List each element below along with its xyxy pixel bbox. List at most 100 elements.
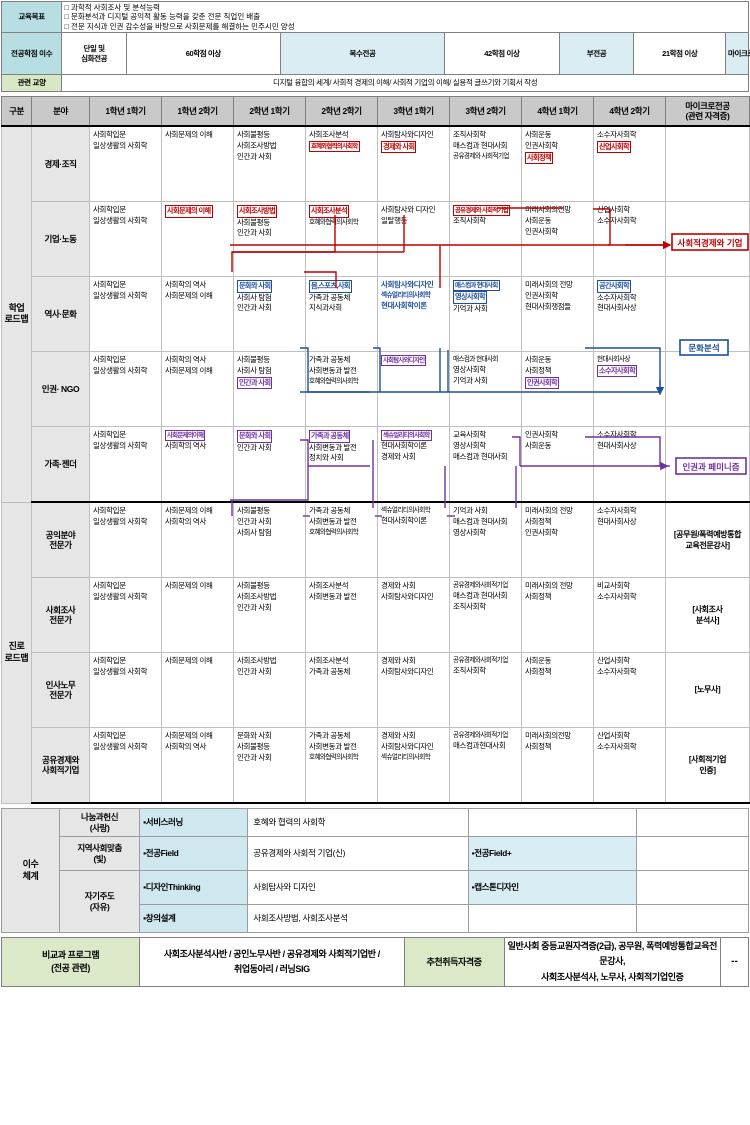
cell-s4-c0: 사회학입문 일상생활의 사회학 [89,426,162,504]
credit-type-single: 단일 및 심화전공 [61,32,127,76]
highlight-token: 공간사회학 [597,280,632,293]
certificate-hr-labor: [노무사] [665,652,750,729]
cell-r1-c3: 사회조사분석 사회변동과 발전 [305,577,378,654]
cell-s2-c6: 미래사회의 전망 인권사회학 현대사회쟁점들 [521,276,594,353]
cell-s1-c5: 공유경제와 사회적기업 조직사회학 [449,201,522,278]
isu-tag-major-field: ▪전공Field [139,836,249,872]
table-row: 진로 로드맵 공익분야 전문가 사회학입문 일상생활의 사회학 사회문제의 이해 사… [1,501,750,804]
career-label-hr-labor: 인사노무 전문가 [31,652,90,729]
highlight-token: 사회문제의 이해 [165,205,213,218]
cell-s2-c2: 문화와 사회 사회사 탐험 인간과 사회 [233,276,306,353]
table-row: 가족·젠더 사회학입문 일상생활의 사회학 사회문제의이해 사회학의 역사 문화와 … [2,426,750,504]
cell-r1-c4: 경제와 사회 사회탐사와디자인 [377,577,450,654]
cell-s3-c1: 사회학의 역사 사회문제의 이해 [161,351,234,428]
field-label-humanrights-ngo: 인권· NGO [31,351,90,428]
highlight-token: 영상사회학 [453,291,488,304]
completion-system-label: 이수 체계 [0,808,61,934]
isu-sub-local-community: 지역사회맞춤 (빛) [59,836,141,872]
cell-r0-c0: 사회학입문 일상생활의 사회학 [89,501,162,579]
education-goal-3: □ 전문 지식과 인권 감수성을 바탕으로 사회문제를 해결하는 민주시민 양성 [64,21,295,31]
cell-s1-c2: 사회조사방법 사회불평등 인간과 사회 [233,201,306,278]
cell-s0-c5: 조직사회학 매스컴과 현대사회 공유경제와 사회적기업 [449,125,522,203]
cell-s0-c7: 소수자사회학 산업사회학 [593,125,666,203]
cell-r1-c5: 공유경제와사회적기업 매스컴과 현대사회 조직사회학 [449,577,522,654]
cell-s0-c6: 사회운동 인권사회학 사회정책 [521,125,594,203]
completion-system-table: 이수 체계 나눔과헌신 (사랑) ▪서비스러닝 호혜와 협력의 사회학 지역사회… [0,808,750,934]
table-row: 지역사회맞춤 (빛) ▪전공Field 공유경제와 사회적 기업(신) ▪전공F… [2,836,750,872]
cell-s0-c1: 사회문제의 이해 [161,125,234,203]
section-label-career-roadmap: 진로 로드맵 [1,501,32,804]
isu-body-service-learning: 호혜와 협력의 사회학 [247,808,469,838]
career-label-social-survey: 사회조사 전문가 [31,577,90,654]
cell-r3-c6: 미래사회의전망 사회정책 [521,727,594,805]
cell-s1-c0: 사회학입문 일상생활의 사회학 [89,201,162,278]
credit-type-micro: 마이크로전공 12학점이상 [725,32,750,76]
table-row: ▪창의설계 사회조사방법, 사회조사분석 [2,904,750,934]
isu-tag-major-field-plus: ▪전공Field+ [467,836,637,872]
cell-s4-c2: 문화와 사회 인간과 사회 [233,426,306,504]
cell-s2-c7: 공간사회학 소수자사회학 현대사회사상 [593,276,666,353]
roadmap-header-row: 구분 분야 1학년 1학기 1학년 2학기 2학년 1학기 2학년 2학기 3학… [1,96,750,128]
cell-s0-c0: 사회학입문 일상생활의 사회학 [89,125,162,203]
highlight-token: 가족과 공동체 [309,430,351,443]
highlight-token: 소수자사회학 [597,364,638,378]
highlight-token: 사회문제의이해 [165,430,206,442]
highlight-token: 섹슈얼리티의사회학 [381,430,432,442]
isu-body-design-thinking: 사회탐사와 디자인 [247,870,469,906]
header-y2s2: 2학년 2학기 [305,96,378,128]
career-label-shared-economy: 공유경제와 사회적기업 [31,727,90,805]
isu-tag-design-thinking: ▪디자인Thinking [139,870,249,906]
top-summary-table: 교육목표 □ 과학적 사회조사 및 분석능력 □ 문화분석과 디지털 공익적 활… [0,0,750,93]
cell-r1-c7: 비교사회학 소수자사회학 [593,577,666,654]
cell-r0-c1: 사회문제의 이해 사회학의 역사 [161,501,234,579]
cell-s4-c7: 소수자사회학 현대사회사상 [593,426,666,504]
cell-s1-c7: 산업사회학 소수자사회학 [593,201,666,278]
table-row: 자기주도 (자유) ▪디자인Thinking 사회탐사와 디자인 ▪캡스톤디자인 [2,870,750,934]
isu-tag-service-learning: ▪서비스러닝 [139,808,249,838]
cell-s1-c1: 사회문제의 이해 [161,201,234,278]
cell-r2-c7: 산업사회학 소수자사회학 [593,652,666,729]
highlight-token: 사회조사방법 [237,205,278,218]
general-education-row: 관련 교양 디지털 융합의 세계/ 사회적 경제의 이해/ 사회적 기업의 이해… [0,74,749,93]
table-row: 인사노무 전문가 사회학입문 일상생활의 사회학 사회문제의 이해 사회조사방법 인… [2,652,750,729]
cell-r3-c4: 경제와 사회 사회탐사와디자인 섹슈얼리티의사회학 [377,727,450,805]
section-label-study-roadmap: 학업 로드맵 [1,125,32,503]
cell-s2-c1: 사회학의 역사 사회문제의 이해 [161,276,234,353]
highlight-token: 공유경제와 사회적기업 [453,205,510,217]
cell-r0-c3: 가족과 공동체 사회변동과 발전 호혜와협력의사회학 [305,501,378,579]
cell-s4-outcome [665,426,750,504]
isu-blank-3b [635,904,750,934]
table-row: 역사·문화 사회학입문 일상생활의 사회학 사회학의 역사 사회문제의 이해 문화와… [2,276,750,353]
cell-r3-c2: 문화와 사회 사회불평등 인간과 사회 [233,727,306,805]
header-y1s1: 1학년 1학기 [89,96,162,128]
career-label-public-interest: 공익분야 전문가 [31,501,90,579]
cell-s2-c3: 몸,스포츠,사회 가족과 공동체 지식과사회 [305,276,378,353]
credit-type-double: 복수전공 [279,32,446,76]
cell-r3-c3: 가족과 공동체 사회변동과 발전 호혜와협력의사회학 [305,727,378,805]
isu-sub-self-directed: 자기주도 (자유) [59,870,141,934]
table-row: 비교과 프로그램 (전공 관련) 사회조사분석사반 / 공인노무사반 / 공유경… [0,937,750,988]
isu-blank-3a [467,904,637,934]
cell-s4-c1: 사회문제의이해 사회학의 역사 [161,426,234,504]
general-education-value: 디지털 융합의 세계/ 사회적 경제의 이해/ 사회적 기업의 이해/ 실용적 … [61,74,749,93]
credit-value-double: 42학점 이상 [444,32,560,76]
cell-s0-c4: 사회탐사와디자인 경제와 사회 [377,125,450,203]
cell-s2-c5: 매스컴과 현대사회영상사회학 기억과 사회 [449,276,522,353]
isu-tag-capstone-design: ▪캡스톤디자인 [467,870,637,906]
cell-s1-c4: 사회탐사와 디자인 일탈행동 [377,201,450,278]
cell-s4-c3: 가족과 공동체 사회변동과 발전 정치와 사회 [305,426,378,504]
cell-r0-c5: 기억과 사회 매스컴과 현대사회 영상사회학 [449,501,522,579]
cell-r3-c1: 사회문제의 이해 사회학의 역사 [161,727,234,805]
cell-r2-c0: 사회학입문 일상생활의 사회학 [89,652,162,729]
extracurricular-programs: 사회조사분석사반 / 공인노무사반 / 공유경제와 사회적기업반 / 취업동아리… [139,937,405,988]
cell-r2-c4: 경제와 사회 사회탐사와디자인 [377,652,450,729]
cell-s1-outcome [665,201,750,278]
header-y4s2: 4학년 2학기 [593,96,666,128]
cell-r0-c6: 미래사회의 전망 사회정책 인권사회학 [521,501,594,579]
cell-s0-c2: 사회불평등 사회조사방법 인간과 사회 [233,125,306,203]
recommended-certificates-list: 일반사회 중등교원자격증(2급), 공무원, 폭력예방통합교육전문강사, 사회조… [503,937,721,988]
cell-r0-c2: 사회불평등 인간과 사회 사회사 탐험 [233,501,306,579]
cell-s3-c4: 사회탐사와디자인 [377,351,450,428]
education-goal-list: □ 과학적 사회조사 및 분석능력 □ 문화분석과 디지털 공익적 활동 능력을… [61,0,749,34]
